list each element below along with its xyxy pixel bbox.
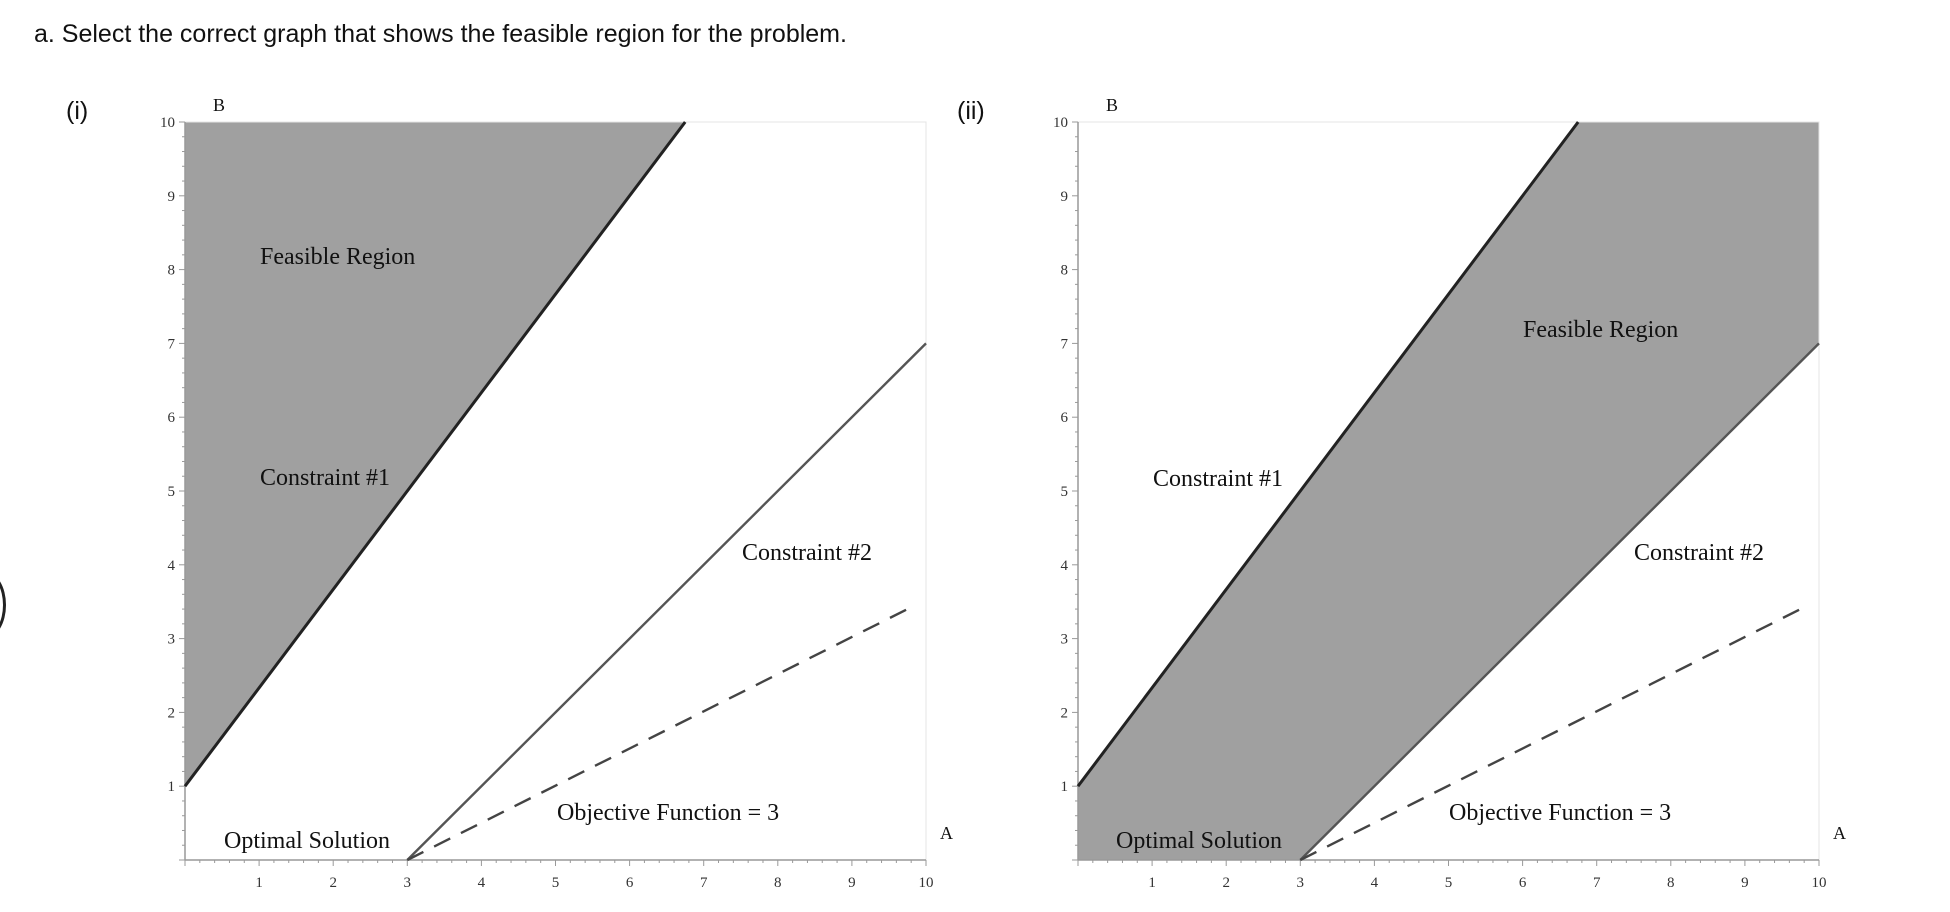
y-axis-label: B (213, 95, 225, 115)
x-tick-label: 7 (1593, 875, 1601, 891)
annotation-feasible-region: Feasible Region (260, 244, 415, 270)
objective-function-line (406, 604, 916, 862)
y-tick-label: 10 (1053, 115, 1068, 131)
x-tick-label: 10 (1812, 875, 1827, 891)
x-tick-label: 2 (1222, 875, 1230, 891)
x-tick-label: 4 (1371, 875, 1379, 891)
constraint-2-line (1299, 342, 1820, 861)
x-tick-label: 3 (1297, 875, 1305, 891)
question-text: a. Select the correct graph that shows t… (34, 20, 847, 48)
objective-function-line (1299, 604, 1809, 862)
annotation-constraint-1: Constraint #1 (260, 465, 390, 491)
constraint-1-line (1076, 121, 1580, 788)
y-tick-label: 2 (1061, 705, 1069, 721)
option-label-i[interactable]: (i) (66, 97, 89, 125)
x-tick-label: 8 (1667, 875, 1675, 891)
x-tick-label: 7 (700, 875, 708, 891)
y-tick-label: 7 (1061, 336, 1069, 352)
x-tick-label: 2 (329, 875, 337, 891)
y-axis-label: B (1106, 95, 1118, 115)
y-tick-label: 5 (168, 484, 176, 500)
y-tick-label: 3 (168, 632, 176, 648)
feasible-region-area (1078, 122, 1819, 860)
x-tick-label: 6 (1519, 875, 1527, 891)
y-tick-label: 6 (1061, 410, 1069, 426)
x-tick-label: 5 (1445, 875, 1453, 891)
annotation-constraint-1: Constraint #1 (1153, 466, 1283, 492)
y-tick-label: 8 (168, 263, 176, 279)
y-tick-label: 1 (168, 779, 176, 795)
annotation-optimal-solution: Optimal Solution (1116, 828, 1282, 854)
x-tick-label: 1 (255, 875, 263, 891)
x-tick-label: 10 (919, 875, 934, 891)
y-tick-label: 1 (1061, 779, 1069, 795)
x-axis-label: A (1833, 823, 1846, 843)
annotation-objective-function: Objective Function = 3 (557, 800, 779, 826)
y-tick-label: 9 (168, 189, 176, 205)
x-tick-label: 4 (478, 875, 486, 891)
x-tick-label: 3 (404, 875, 412, 891)
y-tick-label: 4 (1061, 558, 1069, 574)
y-tick-label: 3 (1061, 632, 1069, 648)
y-tick-label: 2 (168, 705, 176, 721)
y-tick-label: 9 (1061, 189, 1069, 205)
constraint-1-line (183, 121, 687, 788)
x-tick-label: 5 (552, 875, 560, 891)
annotation-optimal-solution: Optimal Solution (224, 828, 390, 854)
y-tick-label: 5 (1061, 484, 1069, 500)
x-tick-label: 9 (848, 875, 856, 891)
y-tick-label: 6 (168, 410, 176, 426)
x-axis-label: A (940, 823, 953, 843)
y-tick-label: 7 (168, 336, 176, 352)
constraint-2-line (406, 342, 927, 861)
x-tick-label: 1 (1148, 875, 1156, 891)
option-label-ii[interactable]: (ii) (957, 97, 985, 125)
x-tick-label: 6 (626, 875, 634, 891)
y-tick-label: 4 (168, 558, 176, 574)
annotation-constraint-2: Constraint #2 (1634, 540, 1764, 566)
annotation-feasible-region: Feasible Region (1523, 317, 1678, 343)
x-tick-label: 8 (774, 875, 782, 891)
x-tick-label: 9 (1741, 875, 1749, 891)
y-tick-label: 8 (1061, 263, 1069, 279)
annotation-objective-function: Objective Function = 3 (1449, 800, 1671, 826)
y-tick-label: 10 (160, 115, 175, 131)
annotation-constraint-2: Constraint #2 (742, 540, 872, 566)
